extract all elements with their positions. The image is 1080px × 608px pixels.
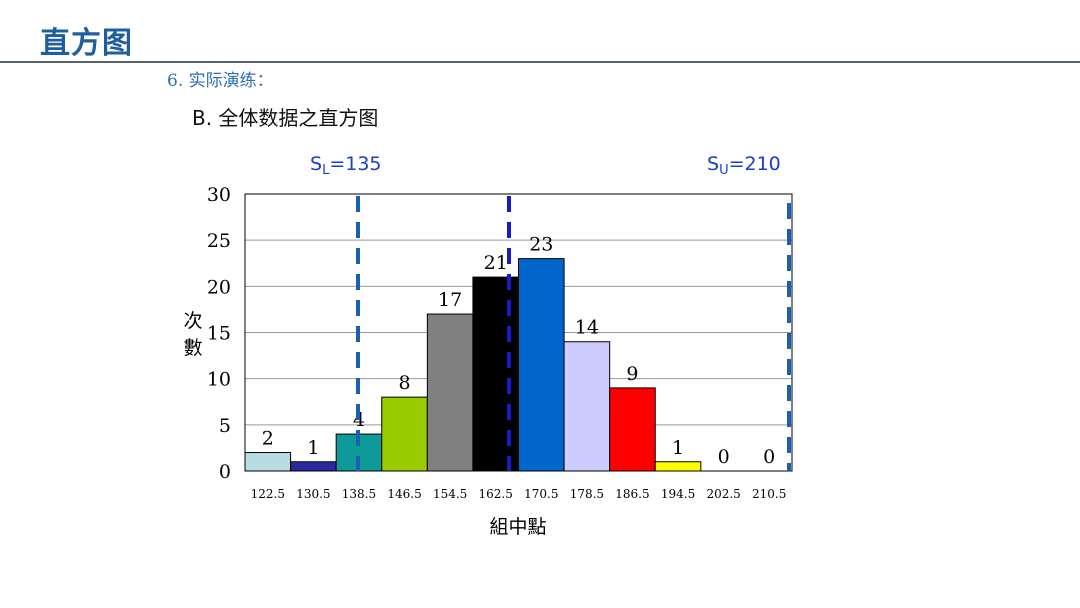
bar-data-label: 0 xyxy=(763,446,775,468)
histogram-bar xyxy=(609,387,656,472)
x-tick-label: 194.5 xyxy=(661,487,695,501)
upper-spec-limit-label: SU=210 xyxy=(707,153,781,178)
histogram-bar xyxy=(563,341,611,472)
y-tick-label: 10 xyxy=(207,369,231,391)
y-axis-title-char-2: 數 xyxy=(183,337,202,359)
y-tick-label: 30 xyxy=(207,184,231,206)
histogram-bar xyxy=(426,313,474,472)
y-tick-label: 5 xyxy=(219,415,231,437)
chart-subtitle: B. 全体数据之直方图 xyxy=(192,106,379,130)
x-tick-label: 170.5 xyxy=(524,487,558,501)
bar-data-label: 9 xyxy=(626,363,638,385)
lower-spec-limit-label: SL=135 xyxy=(310,153,382,178)
bar-data-label: 17 xyxy=(438,289,462,311)
x-tick-label: 186.5 xyxy=(615,487,649,501)
x-tick-label: 202.5 xyxy=(706,487,740,501)
x-tick-label: 178.5 xyxy=(570,487,604,501)
y-axis-title-char-1: 次 xyxy=(183,310,202,332)
bar-data-label: 8 xyxy=(398,372,410,394)
bar-data-label: 4 xyxy=(353,409,365,431)
bar-data-label: 1 xyxy=(672,437,684,459)
x-tick-label: 154.5 xyxy=(433,487,467,501)
histogram-bar xyxy=(472,276,519,472)
bar-data-label: 2 xyxy=(262,428,274,450)
y-tick-label: 15 xyxy=(207,323,231,345)
y-tick-label: 25 xyxy=(207,230,231,252)
x-axis-title: 組中點 xyxy=(489,516,546,538)
x-tick-label: 138.5 xyxy=(342,487,376,501)
y-tick-label: 0 xyxy=(219,461,231,483)
histogram-bar xyxy=(518,258,565,472)
histogram-bar xyxy=(381,396,428,472)
x-tick-label: 130.5 xyxy=(296,487,330,501)
histogram-bar xyxy=(654,461,702,472)
x-tick-label: 146.5 xyxy=(387,487,421,501)
plot-frame xyxy=(244,193,793,472)
histogram-bar xyxy=(290,461,337,472)
bar-data-label: 23 xyxy=(529,234,553,256)
histogram-bar xyxy=(244,452,292,472)
x-tick-label: 122.5 xyxy=(251,487,285,501)
title-divider xyxy=(0,61,1080,63)
bar-data-label: 1 xyxy=(307,437,319,459)
x-tick-label: 162.5 xyxy=(479,487,513,501)
bar-data-label: 14 xyxy=(575,317,599,339)
x-tick-label: 210.5 xyxy=(752,487,786,501)
y-tick-label: 20 xyxy=(207,276,231,298)
slide-title: 直方图 xyxy=(40,26,133,61)
section-label: 6. 实际演练： xyxy=(167,71,274,91)
bar-data-label: 0 xyxy=(718,446,730,468)
bar-data-label: 21 xyxy=(484,252,508,274)
